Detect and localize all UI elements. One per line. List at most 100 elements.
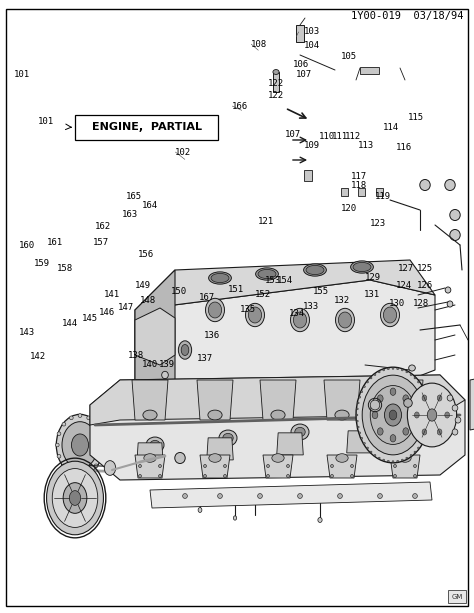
Ellipse shape — [94, 422, 98, 426]
Circle shape — [62, 422, 98, 468]
Ellipse shape — [287, 386, 293, 394]
Ellipse shape — [271, 410, 285, 420]
Ellipse shape — [357, 426, 359, 428]
Text: 138: 138 — [128, 351, 144, 360]
Circle shape — [46, 461, 103, 535]
Ellipse shape — [99, 454, 103, 458]
Ellipse shape — [209, 302, 222, 318]
Ellipse shape — [356, 420, 358, 422]
Ellipse shape — [370, 400, 380, 410]
Text: 161: 161 — [46, 238, 63, 246]
Text: 115: 115 — [408, 113, 424, 122]
Ellipse shape — [287, 474, 290, 478]
Circle shape — [408, 411, 414, 419]
Ellipse shape — [337, 386, 343, 394]
Ellipse shape — [370, 377, 372, 379]
Text: 139: 139 — [159, 360, 175, 369]
Text: 157: 157 — [92, 238, 109, 246]
Ellipse shape — [455, 417, 461, 423]
Ellipse shape — [336, 454, 348, 462]
Ellipse shape — [182, 493, 187, 498]
Text: 166: 166 — [232, 102, 248, 110]
Circle shape — [244, 436, 250, 444]
Ellipse shape — [450, 229, 460, 240]
Text: 104: 104 — [303, 42, 319, 50]
Text: 126: 126 — [417, 281, 433, 289]
Ellipse shape — [397, 460, 399, 462]
Polygon shape — [135, 270, 175, 395]
Ellipse shape — [203, 465, 206, 468]
Ellipse shape — [364, 386, 365, 387]
Ellipse shape — [55, 443, 59, 447]
Circle shape — [289, 397, 331, 452]
Circle shape — [63, 482, 87, 513]
Ellipse shape — [406, 457, 408, 459]
Ellipse shape — [178, 341, 191, 359]
Ellipse shape — [370, 451, 372, 453]
Ellipse shape — [224, 474, 227, 478]
Ellipse shape — [258, 269, 276, 278]
Ellipse shape — [359, 396, 361, 398]
Ellipse shape — [330, 474, 333, 478]
Text: 163: 163 — [122, 210, 138, 219]
Ellipse shape — [378, 493, 383, 498]
Text: ENGINE,  PARTIAL: ENGINE, PARTIAL — [91, 123, 201, 132]
Circle shape — [427, 409, 437, 421]
Ellipse shape — [144, 454, 156, 462]
Ellipse shape — [387, 460, 389, 462]
Circle shape — [112, 433, 124, 447]
Ellipse shape — [445, 287, 451, 293]
Text: 156: 156 — [137, 250, 154, 259]
Text: 144: 144 — [62, 319, 78, 328]
Ellipse shape — [248, 307, 262, 323]
Ellipse shape — [87, 470, 91, 474]
Ellipse shape — [410, 374, 412, 376]
Polygon shape — [387, 380, 423, 420]
Bar — [290, 384, 298, 390]
Ellipse shape — [374, 374, 376, 376]
Ellipse shape — [428, 408, 429, 410]
Ellipse shape — [406, 371, 408, 373]
Ellipse shape — [398, 410, 412, 420]
Ellipse shape — [206, 299, 225, 322]
Ellipse shape — [378, 371, 380, 373]
Circle shape — [422, 395, 427, 401]
Text: 116: 116 — [396, 143, 412, 151]
Ellipse shape — [237, 384, 243, 392]
Ellipse shape — [175, 452, 185, 463]
Polygon shape — [135, 455, 165, 478]
Ellipse shape — [450, 210, 460, 221]
Text: 153: 153 — [264, 276, 281, 285]
Ellipse shape — [219, 430, 237, 446]
Circle shape — [437, 429, 442, 435]
Circle shape — [370, 386, 416, 444]
Ellipse shape — [209, 272, 231, 284]
Ellipse shape — [233, 516, 237, 520]
Ellipse shape — [335, 410, 349, 420]
Ellipse shape — [138, 465, 141, 468]
Ellipse shape — [392, 367, 394, 369]
Polygon shape — [200, 455, 230, 478]
Ellipse shape — [427, 426, 429, 428]
Ellipse shape — [383, 307, 397, 323]
Ellipse shape — [425, 432, 427, 434]
Ellipse shape — [383, 459, 384, 461]
Text: 119: 119 — [374, 192, 391, 200]
Ellipse shape — [285, 424, 295, 435]
Ellipse shape — [351, 261, 374, 273]
Ellipse shape — [161, 447, 179, 465]
Text: 108: 108 — [251, 40, 267, 48]
Circle shape — [377, 395, 383, 402]
Ellipse shape — [159, 465, 162, 468]
Text: 159: 159 — [34, 259, 50, 268]
Text: 146: 146 — [99, 308, 115, 317]
Circle shape — [69, 490, 81, 505]
Ellipse shape — [414, 474, 417, 478]
Text: 112: 112 — [345, 132, 361, 141]
Ellipse shape — [357, 402, 359, 404]
Ellipse shape — [159, 474, 162, 478]
Text: 124: 124 — [396, 281, 412, 289]
Text: 113: 113 — [358, 141, 374, 150]
Text: 135: 135 — [239, 305, 255, 314]
Ellipse shape — [291, 424, 309, 440]
